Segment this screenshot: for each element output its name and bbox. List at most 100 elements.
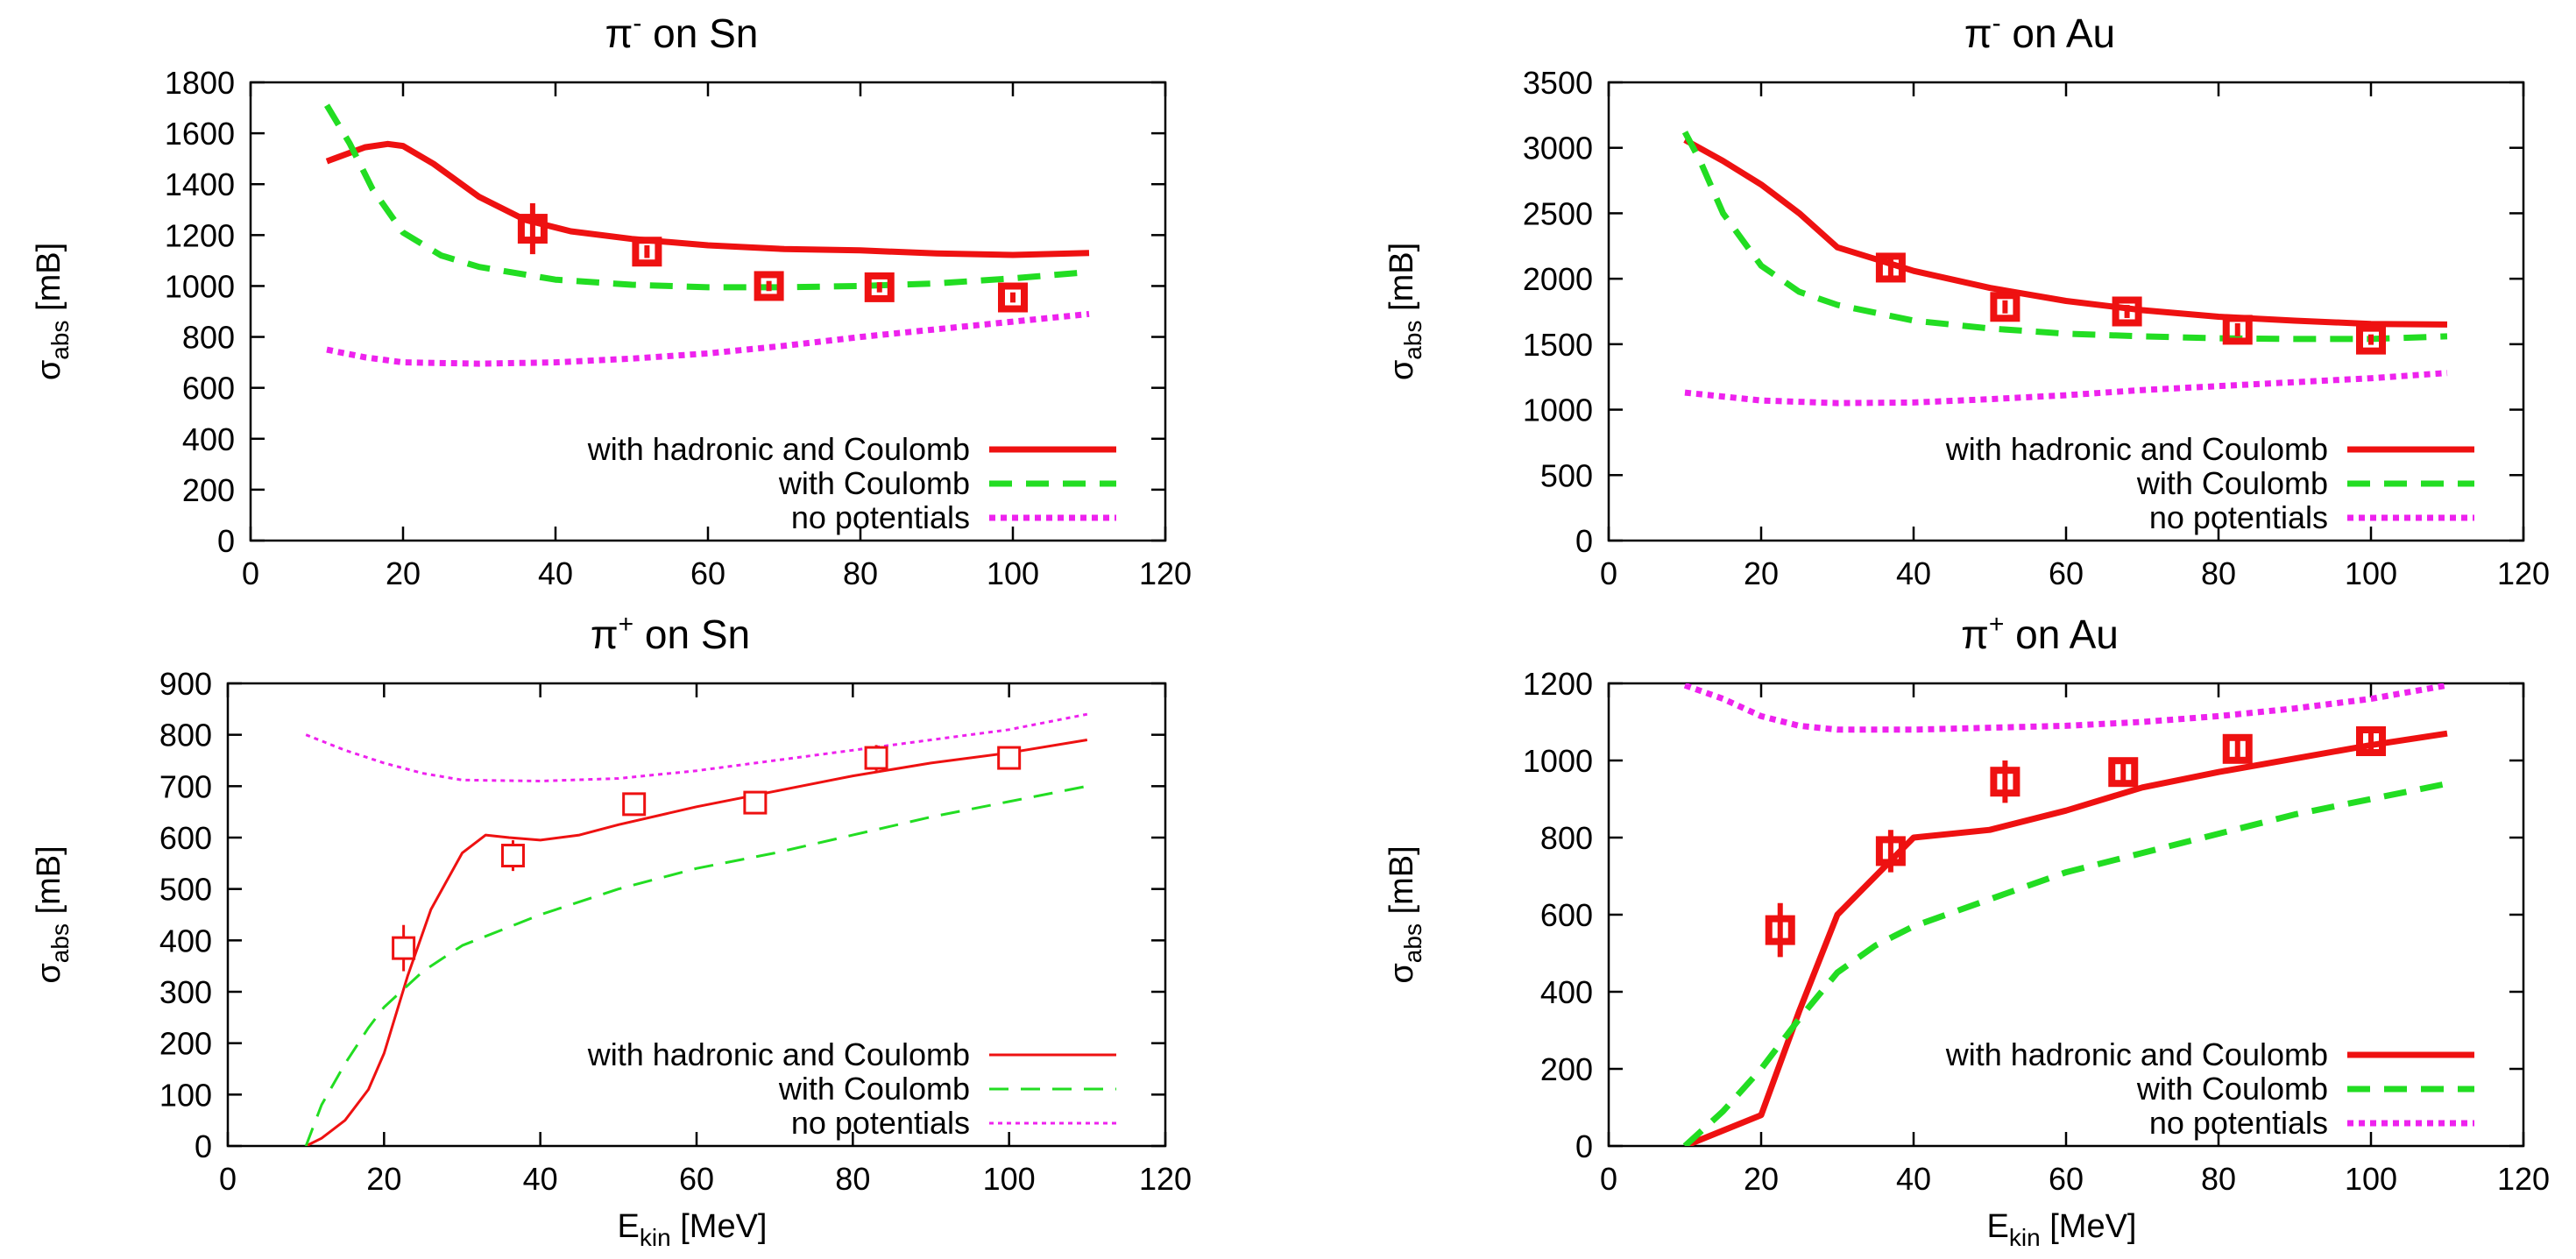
y-tick-label: 1000 [1523,743,1593,779]
y-tick-label: 3000 [1523,131,1593,166]
y-tick-label: 300 [159,974,212,1010]
data-point [2356,324,2386,355]
x-tick-label: 20 [366,1161,401,1197]
x-tick-label: 0 [219,1161,237,1197]
x-tick-label: 0 [242,555,259,591]
data-point [632,237,662,267]
chart-title: π+ on Au [1961,610,2119,657]
x-tick-label: 120 [2497,1161,2550,1197]
legend-label: with Coulomb [778,1071,970,1107]
y-tick-label: 0 [195,1128,212,1164]
y-tick-label: 3500 [1523,65,1593,101]
legend-label: with hadronic and Coulomb [1945,431,2328,467]
x-tick-label: 40 [1896,1161,1931,1197]
y-tick-label: 2000 [1523,261,1593,297]
panel-pip_sn: π+ on Sn 0 20 40 60 80 100 120 0 100 200 300 400 500 6… [31,610,1192,1251]
x-tick-label: 100 [2345,1161,2397,1197]
x-tick-label: 80 [835,1161,870,1197]
chart-title: π- on Au [1964,9,2115,56]
series-line-dashed [1682,780,2448,1146]
x-tick-label: 40 [538,555,573,591]
panel-pim_sn: π- on Sn0 20 40 60 80 100 12002004006008001000… [31,9,1192,591]
series-line-solid [1683,137,2448,328]
y-tick-label: 1000 [165,268,235,304]
data-point [2108,757,2139,788]
x-tick-label: 80 [2201,1161,2236,1197]
y-tick-label: 800 [159,718,212,753]
y-axis-label: σabs [mB] [1384,845,1426,983]
plot-frame [1607,81,2525,542]
legend-label: no potentials [791,499,970,535]
data-point [622,792,647,817]
x-tick-label: 120 [1139,1161,1192,1197]
y-tick-label: 600 [159,820,212,856]
legend-label: no potentials [2149,1105,2328,1141]
panel-pim_au: π- on Au 0 20 40 60 80 100 120 0 500 1000 1500 2000 2… [1384,9,2550,591]
y-tick-label: 400 [1540,974,1593,1010]
y-axis-label: σabs [mB] [1384,243,1426,380]
y-tick-label: 1600 [165,116,235,152]
y-tick-label: 1200 [1523,666,1593,702]
y-tick-label: 1500 [1523,327,1593,363]
y-tick-label: 0 [1575,1128,1593,1164]
x-axis-label: Ekin [MeV] [618,1208,768,1251]
y-tick-label: 400 [182,421,235,457]
y-tick-label: 0 [217,523,235,559]
series-line-dashed [304,784,1088,1146]
legend-label: with hadronic and Coulomb [587,1036,970,1072]
y-tick-label: 200 [159,1026,212,1062]
plot-frame [226,682,1167,1148]
y-axis-label: σabs [mB] [31,845,74,983]
data-point [500,844,525,868]
data-point [1765,915,1795,945]
data-point [2356,726,2386,756]
y-tick-label: 1000 [1523,393,1593,428]
legend-label: no potentials [791,1105,970,1141]
y-tick-label: 800 [1540,820,1593,856]
chart-title: π+ on Sn [591,610,750,657]
legend-label: with hadronic and Coulomb [587,431,970,467]
data-point [1875,252,1906,283]
series-line-dotted [305,712,1088,782]
x-tick-label: 0 [1600,555,1617,591]
data-point [517,214,548,244]
x-tick-label: 120 [2497,555,2550,591]
data-point [998,282,1028,313]
legend-label: with Coulomb [2136,1071,2328,1107]
series-line-solid [1683,730,2448,1146]
x-axis-label: Ekin [MeV] [1987,1208,2137,1251]
y-tick-label: 600 [182,371,235,407]
y-tick-label: 1800 [165,65,235,101]
y-tick-label: 700 [159,768,212,804]
x-tick-label: 60 [679,1161,714,1197]
y-tick-label: 100 [159,1077,212,1113]
x-tick-label: 80 [843,555,878,591]
y-tick-label: 500 [159,872,212,908]
x-tick-label: 20 [1744,555,1779,591]
legend-label: with Coulomb [778,465,970,501]
data-point [1990,292,2020,322]
data-point [2112,296,2142,327]
data-point [864,272,895,302]
x-tick-label: 80 [2201,555,2236,591]
series-line-dashed [323,103,1090,291]
data-point [1990,767,2020,797]
x-tick-label: 60 [2049,555,2084,591]
chart-title: π- on Sn [605,9,759,56]
x-tick-label: 60 [690,555,725,591]
data-point [392,936,416,960]
y-tick-label: 500 [1540,457,1593,493]
y-tick-label: 400 [159,923,212,958]
x-tick-label: 120 [1139,555,1192,591]
data-point [864,746,888,770]
series-line-dotted [1683,683,2448,733]
y-tick-label: 0 [1575,523,1593,559]
y-tick-label: 200 [1540,1051,1593,1087]
data-point [2222,733,2253,764]
x-tick-label: 40 [1896,555,1931,591]
y-axis-label: σabs [mB] [31,243,74,380]
x-tick-label: 100 [2345,555,2397,591]
series-line-dotted [326,310,1090,367]
x-tick-label: 100 [987,555,1039,591]
